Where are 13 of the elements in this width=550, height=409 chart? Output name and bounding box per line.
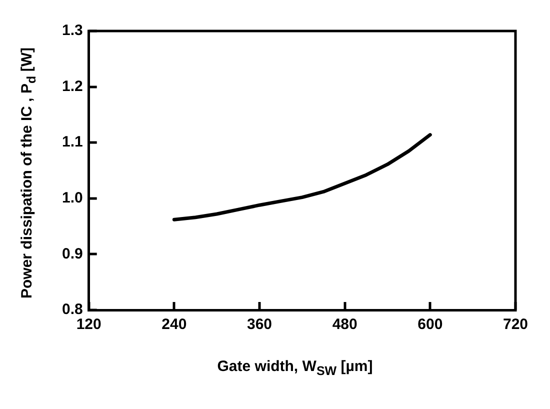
x-tick-label: 120 — [76, 316, 102, 334]
y-tick-label: 0.8 — [62, 301, 83, 318]
x-tick-label: 600 — [418, 316, 443, 334]
x-tick-label: 240 — [162, 316, 187, 334]
y-tick-label: 0.9 — [62, 245, 83, 262]
y-tick-label: 1.0 — [62, 190, 83, 207]
x-tick-label: 480 — [332, 316, 358, 334]
y-tick-label: 1.1 — [62, 134, 83, 151]
x-tick-label: 360 — [246, 316, 272, 334]
y-tick-label: 1.2 — [62, 78, 83, 95]
x-axis-title: Gate width, W$_{SW}$ [µm] — [217, 358, 373, 378]
y-tick-label: 1.3 — [62, 22, 83, 40]
x-tick-label: 720 — [502, 316, 528, 334]
